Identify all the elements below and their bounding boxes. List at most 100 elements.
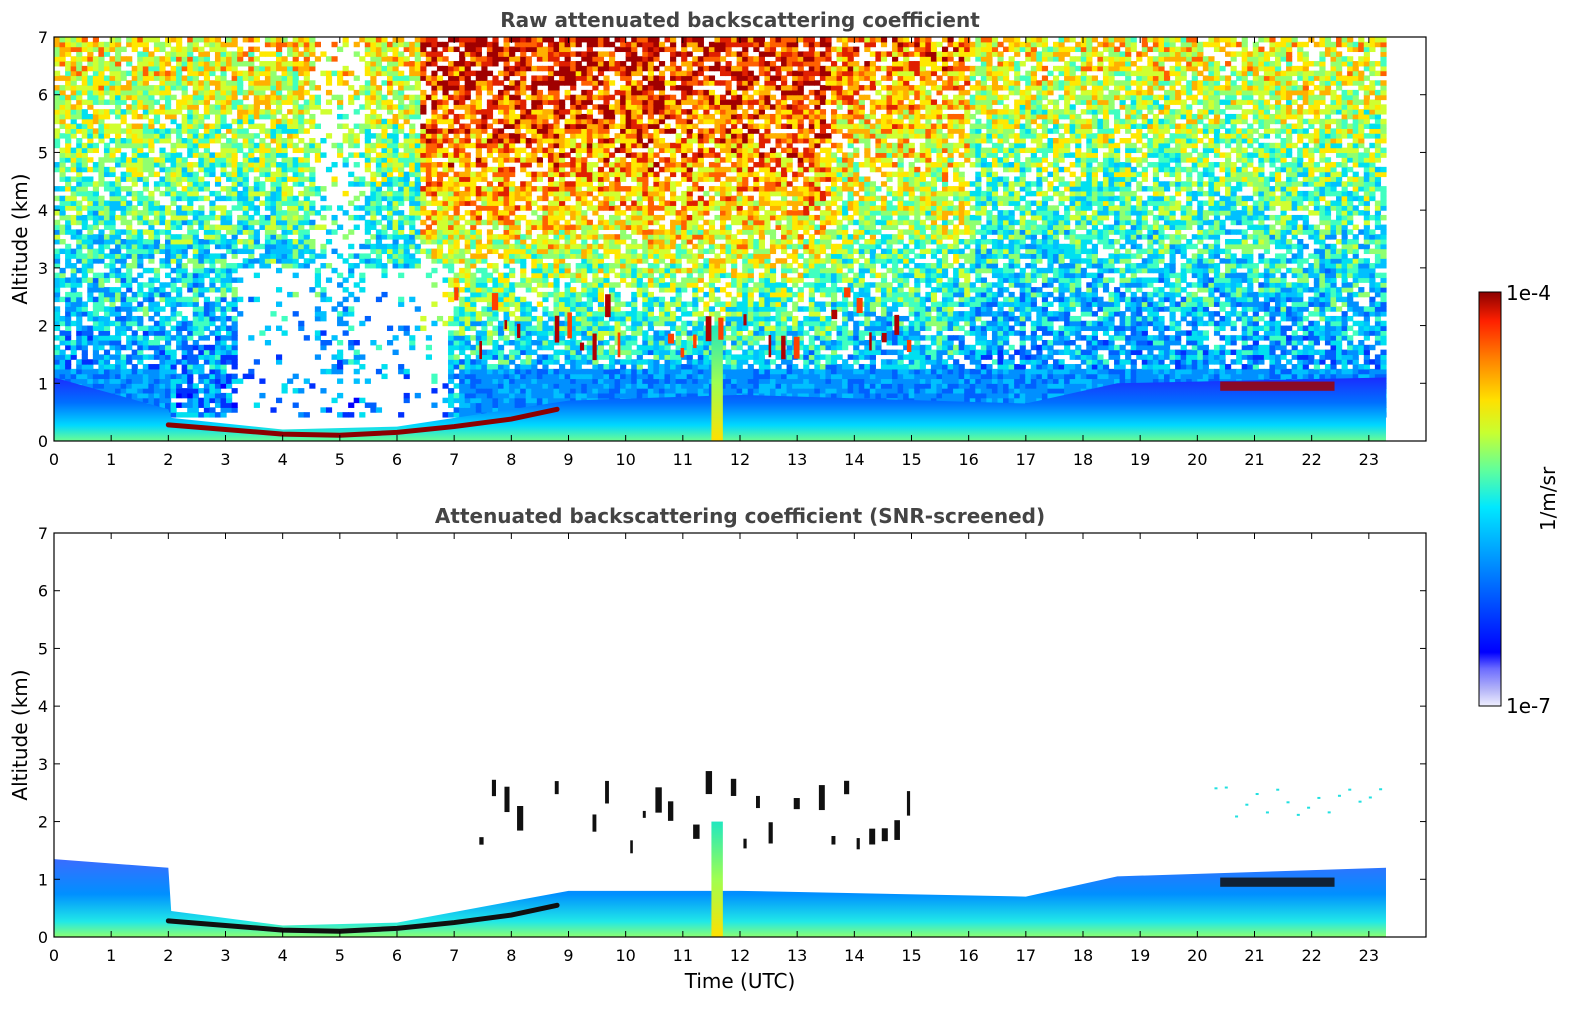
cloud-fragment — [592, 814, 597, 832]
cloud-fragment — [894, 314, 900, 335]
cloud-fragment — [579, 342, 585, 351]
x-tick-label: 7 — [449, 946, 459, 965]
aerosol-fragment — [1286, 801, 1290, 804]
aerosol-fragment — [1327, 811, 1331, 814]
y-tick-label: 0 — [38, 928, 48, 947]
precipitation-column — [711, 821, 723, 937]
chart-title: Attenuated backscattering coefficient (S… — [435, 504, 1045, 528]
cloud-fragment — [793, 798, 800, 810]
x-tick-label: 22 — [1301, 946, 1321, 965]
aerosol-fragment — [1296, 813, 1300, 816]
x-tick-label: 19 — [1130, 946, 1150, 965]
evening-cloud-layer — [1220, 381, 1335, 391]
cloud-fragment — [680, 347, 685, 358]
cloud-fragment — [517, 805, 524, 831]
cloud-fragment — [869, 332, 872, 351]
aerosol-fragment — [1368, 796, 1372, 799]
plot-area — [54, 771, 1386, 937]
aerosol-fragment — [1317, 796, 1321, 799]
cloud-fragment — [491, 293, 499, 311]
y-tick-label: 6 — [38, 86, 48, 105]
x-tick-label: 20 — [1187, 450, 1207, 469]
heatmap-noise — [54, 37, 1387, 418]
cloud-fragment — [831, 309, 838, 320]
aerosol-fragment — [1276, 788, 1280, 791]
cloud-fragment — [881, 828, 888, 842]
x-tick-label: 0 — [49, 946, 59, 965]
cloud-fragment — [844, 287, 851, 298]
aerosol-fragment — [1224, 786, 1228, 789]
colorbar-max-label: 1e-4 — [1506, 281, 1551, 305]
y-tick-label: 3 — [38, 755, 48, 774]
x-tick-label: 23 — [1359, 450, 1379, 469]
aerosol-fragment — [1348, 788, 1352, 791]
cloud-fragment — [768, 334, 772, 358]
cloud-fragment — [605, 294, 611, 318]
x-tick-label: 16 — [958, 946, 978, 965]
cloud-fragment — [743, 838, 747, 849]
colorbar-min-label: 1e-7 — [1506, 694, 1551, 718]
cloud-fragment — [743, 314, 747, 326]
aerosol-fragment — [1214, 787, 1218, 790]
x-tick-label: 20 — [1187, 946, 1207, 965]
x-tick-label: 10 — [615, 946, 635, 965]
y-tick-label: 0 — [38, 432, 48, 451]
precipitation-column — [711, 325, 723, 441]
cloud-features — [165, 771, 1383, 937]
x-tick-label: 10 — [615, 450, 635, 469]
x-axis: 0 1 2 3 4 5 6 7 8 9 10 11 12 13 14 15 16 17 18 19 20 21 22 23 — [49, 533, 1379, 965]
x-tick-label: 1 — [106, 450, 116, 469]
x-tick-label: 6 — [392, 450, 402, 469]
y-tick-label: 4 — [38, 201, 48, 220]
x-tick-label: 16 — [958, 450, 978, 469]
chart-title: Raw attenuated backscattering coefficien… — [500, 8, 980, 32]
y-axis-label: Altitude (km) — [8, 173, 32, 304]
colorbar-unit-label: 1/m/sr — [1536, 466, 1560, 531]
cloud-fragment — [454, 287, 459, 301]
cloud-fragment — [642, 810, 646, 818]
y-axis: 0 1 2 3 4 5 6 7 — [38, 28, 1426, 451]
cloud-fragment — [479, 837, 484, 845]
cloud-fragment — [504, 786, 510, 813]
x-tick-label: 5 — [335, 946, 345, 965]
plot-area — [54, 37, 1387, 441]
cloud-fragment — [592, 333, 597, 361]
x-tick-label: 3 — [220, 450, 230, 469]
cloud-fragment — [491, 779, 496, 797]
x-tick-label: 17 — [1016, 450, 1036, 469]
cloud-fragment — [869, 828, 876, 845]
x-axis-label: Time (UTC) — [684, 969, 796, 993]
x-tick-label: 15 — [901, 946, 921, 965]
x-tick-label: 2 — [163, 450, 173, 469]
evening-cloud-layer — [1220, 877, 1335, 887]
x-tick-label: 21 — [1244, 450, 1264, 469]
x-tick-label: 7 — [449, 450, 459, 469]
y-tick-label: 7 — [38, 524, 48, 543]
cloud-fragment — [730, 778, 737, 796]
x-tick-label: 13 — [787, 946, 807, 965]
x-tick-label: 21 — [1244, 946, 1264, 965]
x-tick-label: 23 — [1359, 946, 1379, 965]
y-tick-label: 1 — [38, 870, 48, 889]
x-tick-label: 14 — [844, 450, 864, 469]
cloud-fragment — [781, 335, 786, 360]
x-tick-label: 4 — [278, 450, 288, 469]
x-tick-label: 12 — [730, 450, 750, 469]
y-tick-label: 2 — [38, 317, 48, 336]
cloud-fragment — [768, 822, 773, 844]
cloud-fragment — [881, 332, 887, 343]
cloud-fragment — [617, 332, 621, 358]
cloud-fragment — [517, 323, 521, 338]
y-axis: 0 1 2 3 4 5 6 7 — [38, 524, 1426, 947]
cloud-fragment — [605, 780, 609, 804]
cloud-fragment — [630, 840, 633, 854]
boundary-layer-top-line — [165, 406, 560, 438]
cloud-fragment — [831, 835, 836, 845]
x-tick-label: 9 — [563, 946, 573, 965]
cloud-fragment — [567, 312, 572, 339]
x-tick-label: 8 — [506, 946, 516, 965]
cloud-fragment — [818, 785, 825, 811]
panel-raw: Raw attenuated backscattering coefficien… — [8, 8, 1427, 469]
x-tick-label: 18 — [1073, 450, 1093, 469]
